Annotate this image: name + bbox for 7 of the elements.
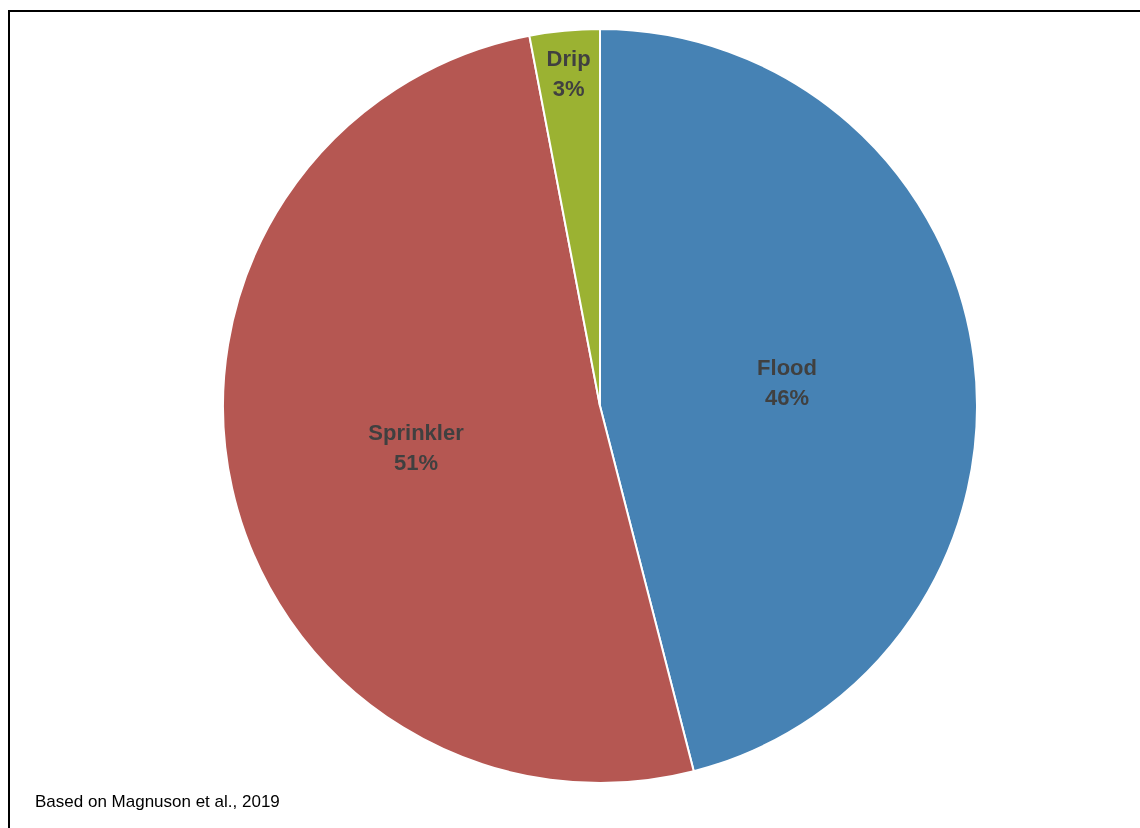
data-label: 3% <box>552 76 585 102</box>
slice-label: Drip <box>546 46 591 72</box>
data-label: 46% <box>764 384 810 410</box>
text: Based on Magnuson et al., 2019 <box>35 792 280 811</box>
data-label: 51% <box>394 449 439 475</box>
slice-label: Flood <box>757 354 817 380</box>
slice-label: Sprinkler <box>368 419 465 445</box>
